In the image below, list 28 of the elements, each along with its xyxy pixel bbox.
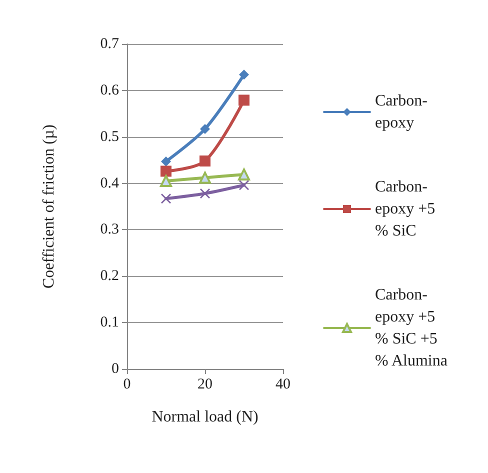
y-tick-label: 0.1 [100,314,119,331]
point [160,166,172,177]
point [238,168,250,180]
point [238,94,250,106]
legend-label: Carbon- epoxy +5 % SiC +5 % Alumina [375,286,448,370]
x-tick-label: 20 [198,376,212,392]
point [160,174,172,187]
y-axis-title: Coefficient of friction (µ) [40,124,58,288]
y-tick-label: 0.3 [100,222,119,238]
point [200,124,210,134]
x-tick-label: 0 [123,376,131,392]
x-tick-label: 40 [276,376,290,392]
y-tick-label: 0.4 [100,175,120,192]
y-tick-label: 0.7 [100,36,120,52]
point [161,156,171,166]
x-axis-title: Normal load (N) [152,408,258,426]
y-tick-label: 0.5 [100,128,119,145]
point [239,70,249,80]
legend-label: Carbon- epoxy +5 % SiC [375,178,436,240]
y-tick-label: 0 [112,361,119,377]
point [200,156,210,166]
legend-label: Carbon- epoxy [375,92,428,132]
point [239,180,249,190]
point [200,188,210,198]
point [199,172,211,184]
point [161,194,171,204]
y-tick-label: 0.2 [100,268,119,284]
y-tick-label: 0.6 [100,82,120,98]
